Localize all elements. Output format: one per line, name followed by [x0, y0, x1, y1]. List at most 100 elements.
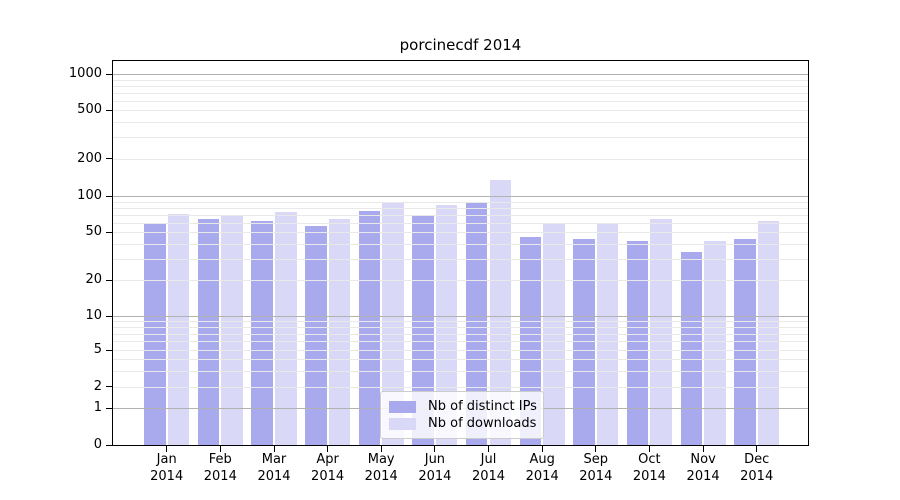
- gridline-minor: [113, 158, 808, 160]
- legend-swatch-downloads: [389, 417, 416, 430]
- gridline-minor: [113, 321, 808, 323]
- x-tick-month: May: [367, 452, 395, 467]
- legend-item: Nb of downloads: [389, 415, 537, 432]
- gridline-minor: [113, 341, 808, 343]
- bar-downloads: [757, 221, 780, 445]
- x-tick-year: 2014: [579, 469, 613, 484]
- y-axis-tick-mark: [106, 444, 113, 446]
- x-axis-tick-label: Jun 2014: [403, 451, 467, 485]
- y-axis-tick-label: 5: [93, 342, 102, 357]
- y-axis-tick-label: 100: [77, 188, 102, 203]
- x-tick-year: 2014: [418, 469, 452, 484]
- x-axis-tick-label: May 2014: [349, 451, 413, 485]
- gridline-minor: [113, 280, 808, 281]
- y-axis-tick-mark: [106, 315, 113, 317]
- x-axis-tick-label: Apr 2014: [296, 451, 360, 485]
- gridline-minor: [113, 137, 808, 139]
- x-axis-tick-label: Sep 2014: [564, 451, 628, 485]
- x-tick-year: 2014: [525, 469, 559, 484]
- x-tick-month: Oct: [638, 452, 661, 467]
- legend-item: Nb of distinct IPs: [389, 398, 537, 415]
- x-tick-month: Nov: [690, 452, 716, 467]
- bar-distinct-ips: [680, 252, 703, 445]
- bar-downloads: [543, 224, 565, 445]
- gridline-minor: [113, 350, 808, 351]
- x-axis-tick-mark: [434, 446, 436, 452]
- x-tick-month: Feb: [208, 452, 232, 467]
- y-axis-tick-mark: [106, 73, 113, 75]
- legend-label: Nb of downloads: [428, 416, 537, 431]
- gridline-minor: [113, 258, 808, 260]
- gridline-minor: [113, 358, 808, 360]
- gridline-minor: [113, 232, 808, 234]
- bar-downloads: [650, 219, 672, 445]
- gridline-minor: [113, 201, 808, 203]
- gridline-minor: [113, 92, 808, 94]
- gridline-minor: [113, 386, 808, 388]
- plot-area: Nb of distinct IPs Nb of downloads: [112, 60, 809, 446]
- x-axis-tick-label: Oct 2014: [617, 451, 681, 485]
- gridline-minor: [113, 333, 808, 335]
- x-axis-tick-label: Mar 2014: [242, 451, 306, 485]
- bar-distinct-ips: [251, 221, 273, 445]
- gridline-minor: [113, 243, 808, 245]
- x-axis-tick-mark: [648, 446, 650, 452]
- gridline-minor: [113, 85, 808, 87]
- y-axis-tick-label: 1000: [68, 66, 102, 81]
- gridline-major: [113, 74, 808, 75]
- y-axis-tick-mark: [106, 158, 113, 160]
- gridline-major: [113, 316, 808, 318]
- bar-distinct-ips: [465, 202, 488, 445]
- gridline-minor: [113, 222, 808, 224]
- x-tick-month: Dec: [744, 452, 770, 467]
- x-tick-year: 2014: [686, 469, 720, 484]
- x-tick-month: Jan: [156, 452, 177, 467]
- x-tick-year: 2014: [257, 469, 291, 484]
- x-axis-tick-mark: [756, 446, 758, 452]
- x-axis-tick-label: Aug 2014: [510, 451, 574, 485]
- gridline-minor: [113, 110, 808, 112]
- x-tick-year: 2014: [364, 469, 398, 484]
- bar-downloads: [435, 205, 458, 445]
- y-axis-tick-mark: [106, 407, 113, 409]
- y-axis-tick-mark: [106, 195, 113, 197]
- x-tick-month: Mar: [261, 452, 287, 467]
- x-tick-month: Sep: [583, 452, 609, 467]
- y-axis-tick-mark: [106, 279, 113, 281]
- x-tick-month: Aug: [529, 452, 555, 467]
- x-axis-tick-mark: [219, 446, 221, 452]
- bar-distinct-ips: [197, 218, 220, 445]
- bar-downloads: [328, 219, 351, 445]
- x-axis-tick-label: Jul 2014: [457, 451, 521, 485]
- x-axis-tick-label: Dec 2014: [725, 451, 789, 485]
- x-axis-tick-mark: [541, 446, 543, 452]
- y-axis-tick-mark: [106, 349, 113, 351]
- x-axis-tick-mark: [380, 446, 382, 452]
- bar-distinct-ips: [626, 241, 649, 445]
- y-axis-tick-mark: [106, 386, 113, 388]
- x-axis-tick-mark: [273, 446, 275, 452]
- y-axis-tick-label: 200: [77, 150, 102, 166]
- x-tick-month: Jun: [424, 452, 446, 467]
- gridline-minor: [113, 122, 808, 124]
- gridline-minor: [113, 214, 808, 216]
- x-axis-tick-label: Feb 2014: [188, 451, 252, 485]
- legend: Nb of distinct IPs Nb of downloads: [380, 391, 544, 439]
- y-axis-tick-label: 2: [93, 378, 102, 394]
- y-axis-tick-label: 500: [77, 102, 102, 118]
- y-axis-tick-label: 20: [85, 272, 102, 287]
- gridline-minor: [113, 327, 808, 329]
- x-tick-month: Apr: [316, 452, 339, 467]
- x-tick-year: 2014: [632, 469, 666, 484]
- bar-downloads: [382, 202, 404, 445]
- x-tick-year: 2014: [150, 469, 184, 484]
- y-axis-tick-mark: [106, 109, 113, 111]
- legend-label: Nb of distinct IPs: [428, 399, 537, 414]
- x-tick-month: Jul: [480, 452, 497, 467]
- y-axis-tick-label: 10: [85, 308, 102, 324]
- x-axis-tick-mark: [595, 446, 597, 452]
- y-axis-tick-label: 0: [93, 437, 102, 452]
- gridline-minor: [113, 100, 808, 102]
- x-axis-tick-mark: [166, 446, 168, 452]
